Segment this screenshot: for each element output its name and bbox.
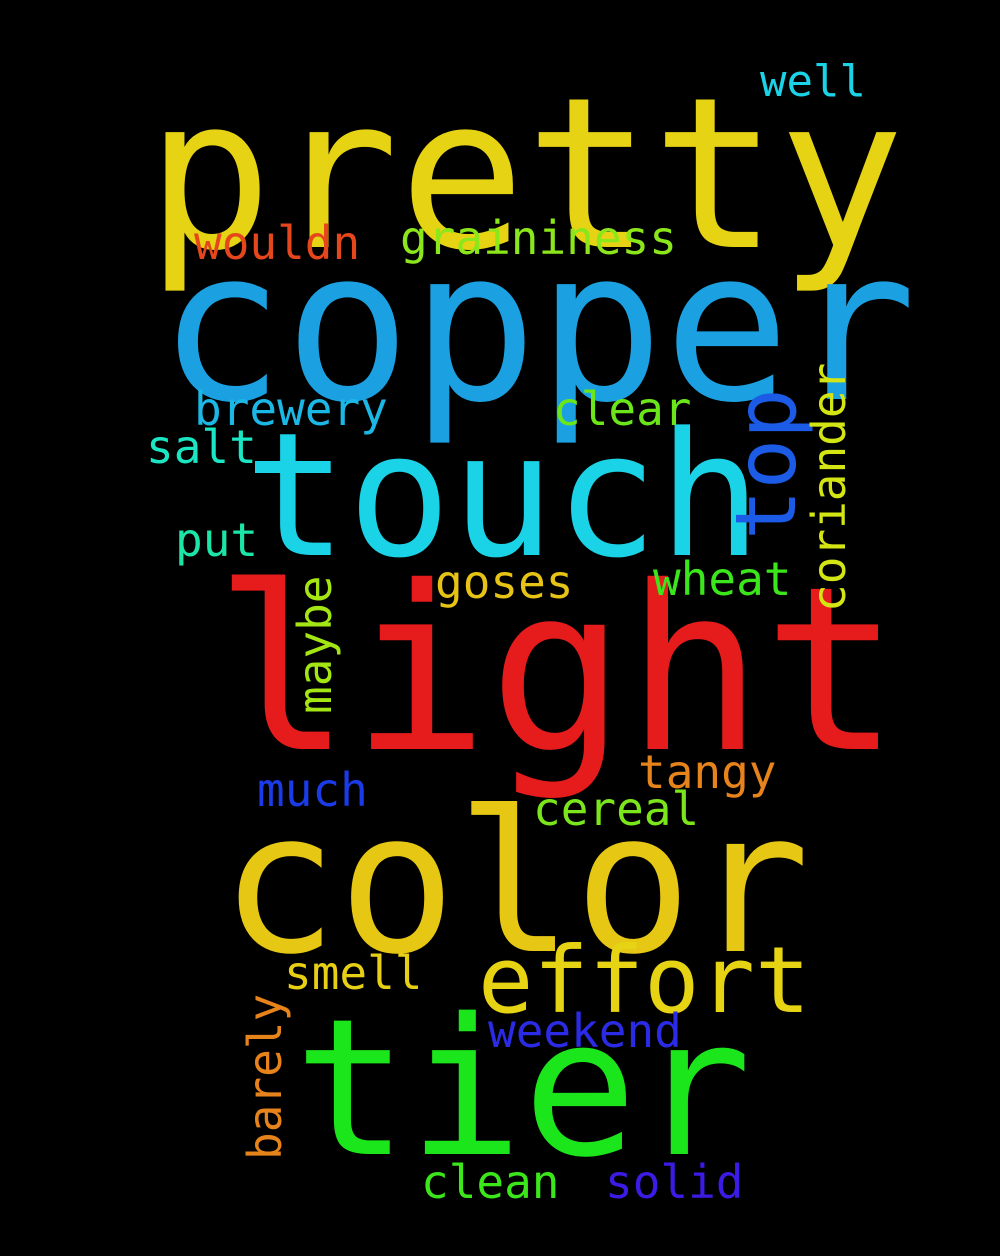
word-light: light	[214, 537, 901, 803]
word-much: much	[257, 763, 368, 817]
word-cereal: cereal	[533, 782, 700, 836]
word-goses: goses	[435, 555, 574, 609]
word-maybe: maybe	[288, 575, 342, 714]
word-brewery: brewery	[194, 382, 388, 436]
word-tier: tier	[294, 978, 752, 1199]
word-coriander: coriander	[802, 362, 856, 612]
word-clear: clear	[553, 382, 692, 436]
word-tangy: tangy	[638, 745, 777, 799]
word-graininess: graininess	[400, 211, 677, 265]
word-touch: touch	[244, 395, 762, 596]
word-pretty: pretty	[146, 52, 905, 297]
word-solid: solid	[605, 1155, 744, 1209]
word-copper: copper	[158, 204, 917, 449]
word-wheat: wheat	[653, 552, 792, 606]
word-wouldn: wouldn	[194, 216, 361, 270]
word-weekend: weekend	[488, 1004, 682, 1058]
word-barely: barely	[238, 993, 292, 1160]
word-color: color	[220, 770, 811, 998]
word-well: well	[760, 56, 866, 107]
word-salt: salt	[146, 420, 257, 474]
word-clean: clean	[421, 1155, 560, 1209]
word-top: top	[717, 388, 815, 540]
word-smell: smell	[284, 946, 423, 1000]
word-effort: effort	[478, 927, 811, 1034]
word-put: put	[175, 513, 259, 567]
